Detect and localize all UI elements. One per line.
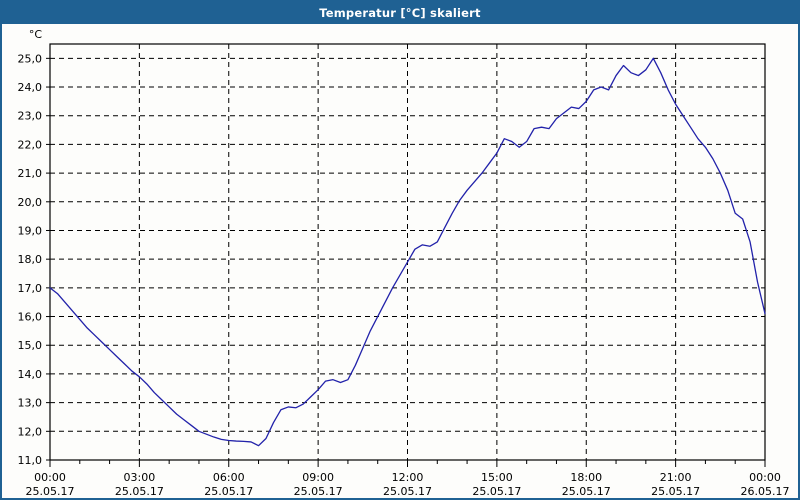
y-axis-tick-label: 23,0 xyxy=(18,110,43,123)
x-axis-time-label: 12:00 xyxy=(392,471,424,484)
x-axis-time-label: 00:00 xyxy=(749,471,781,484)
y-axis-tick-label: 19,0 xyxy=(18,224,43,237)
window-titlebar: Temperatur [°C] skaliert xyxy=(2,2,798,24)
y-axis-tick-label: 12,0 xyxy=(18,425,43,438)
x-axis-time-label: 18:00 xyxy=(570,471,602,484)
x-axis-time-label: 15:00 xyxy=(481,471,513,484)
x-axis-date-label: 25.05.17 xyxy=(294,485,343,498)
y-axis-tick-label: 18,0 xyxy=(18,253,43,266)
y-axis-tick-label: 21,0 xyxy=(18,167,43,180)
y-axis-tick-label: 17,0 xyxy=(18,282,43,295)
gridlines xyxy=(50,44,765,461)
series-line-temperatur xyxy=(49,57,766,447)
x-axis-time-label: 00:00 xyxy=(34,471,66,484)
y-axis-tick-label: 24,0 xyxy=(18,81,43,94)
y-axis-labels: 25,0 24,0 23,0 22,0 21,0 20,0 19,0 18,0 17,0 16,0… xyxy=(18,52,43,467)
chart-plot-container: 25,0 24,0 23,0 22,0 21,0 20,0 19,0 18,0 17,0 16,0… xyxy=(2,24,798,498)
temperature-line-chart: 25,0 24,0 23,0 22,0 21,0 20,0 19,0 18,0 17,0 16,0… xyxy=(2,24,798,498)
x-axis-date-label: 26.05.17 xyxy=(741,485,790,498)
x-axis-labels: 00:0025.05.1703:0025.05.1706:0025.05.170… xyxy=(26,471,790,498)
y-axis-unit: °C xyxy=(29,28,43,41)
y-axis-tick-label: 15,0 xyxy=(18,339,43,352)
x-axis-date-label: 25.05.17 xyxy=(115,485,164,498)
x-axis-time-label: 09:00 xyxy=(302,471,334,484)
x-axis-time-label: 21:00 xyxy=(660,471,692,484)
plot-background xyxy=(2,24,798,498)
y-axis-tick-label: 25,0 xyxy=(18,52,43,65)
y-axis-tick-label: 14,0 xyxy=(18,368,43,381)
series-temperatur xyxy=(49,57,766,447)
x-axis-date-label: 25.05.17 xyxy=(204,485,253,498)
y-axis-tick-label: 16,0 xyxy=(18,311,43,324)
window-title: Temperatur [°C] skaliert xyxy=(319,6,481,20)
y-axis-unit-label: °C xyxy=(29,28,43,41)
y-axis-tick-label: 22,0 xyxy=(18,138,43,151)
y-axis-tick-label: 13,0 xyxy=(18,397,43,410)
x-axis-date-label: 25.05.17 xyxy=(562,485,611,498)
x-axis-date-label: 25.05.17 xyxy=(472,485,521,498)
axis-ticks xyxy=(46,57,766,467)
x-axis-time-label: 03:00 xyxy=(124,471,156,484)
x-axis-date-label: 25.05.17 xyxy=(651,485,700,498)
x-axis-time-label: 06:00 xyxy=(213,471,245,484)
x-axis-date-label: 25.05.17 xyxy=(26,485,75,498)
y-axis-tick-label: 20,0 xyxy=(18,196,43,209)
y-axis-tick-label: 11,0 xyxy=(18,454,43,467)
x-axis-date-label: 25.05.17 xyxy=(383,485,432,498)
